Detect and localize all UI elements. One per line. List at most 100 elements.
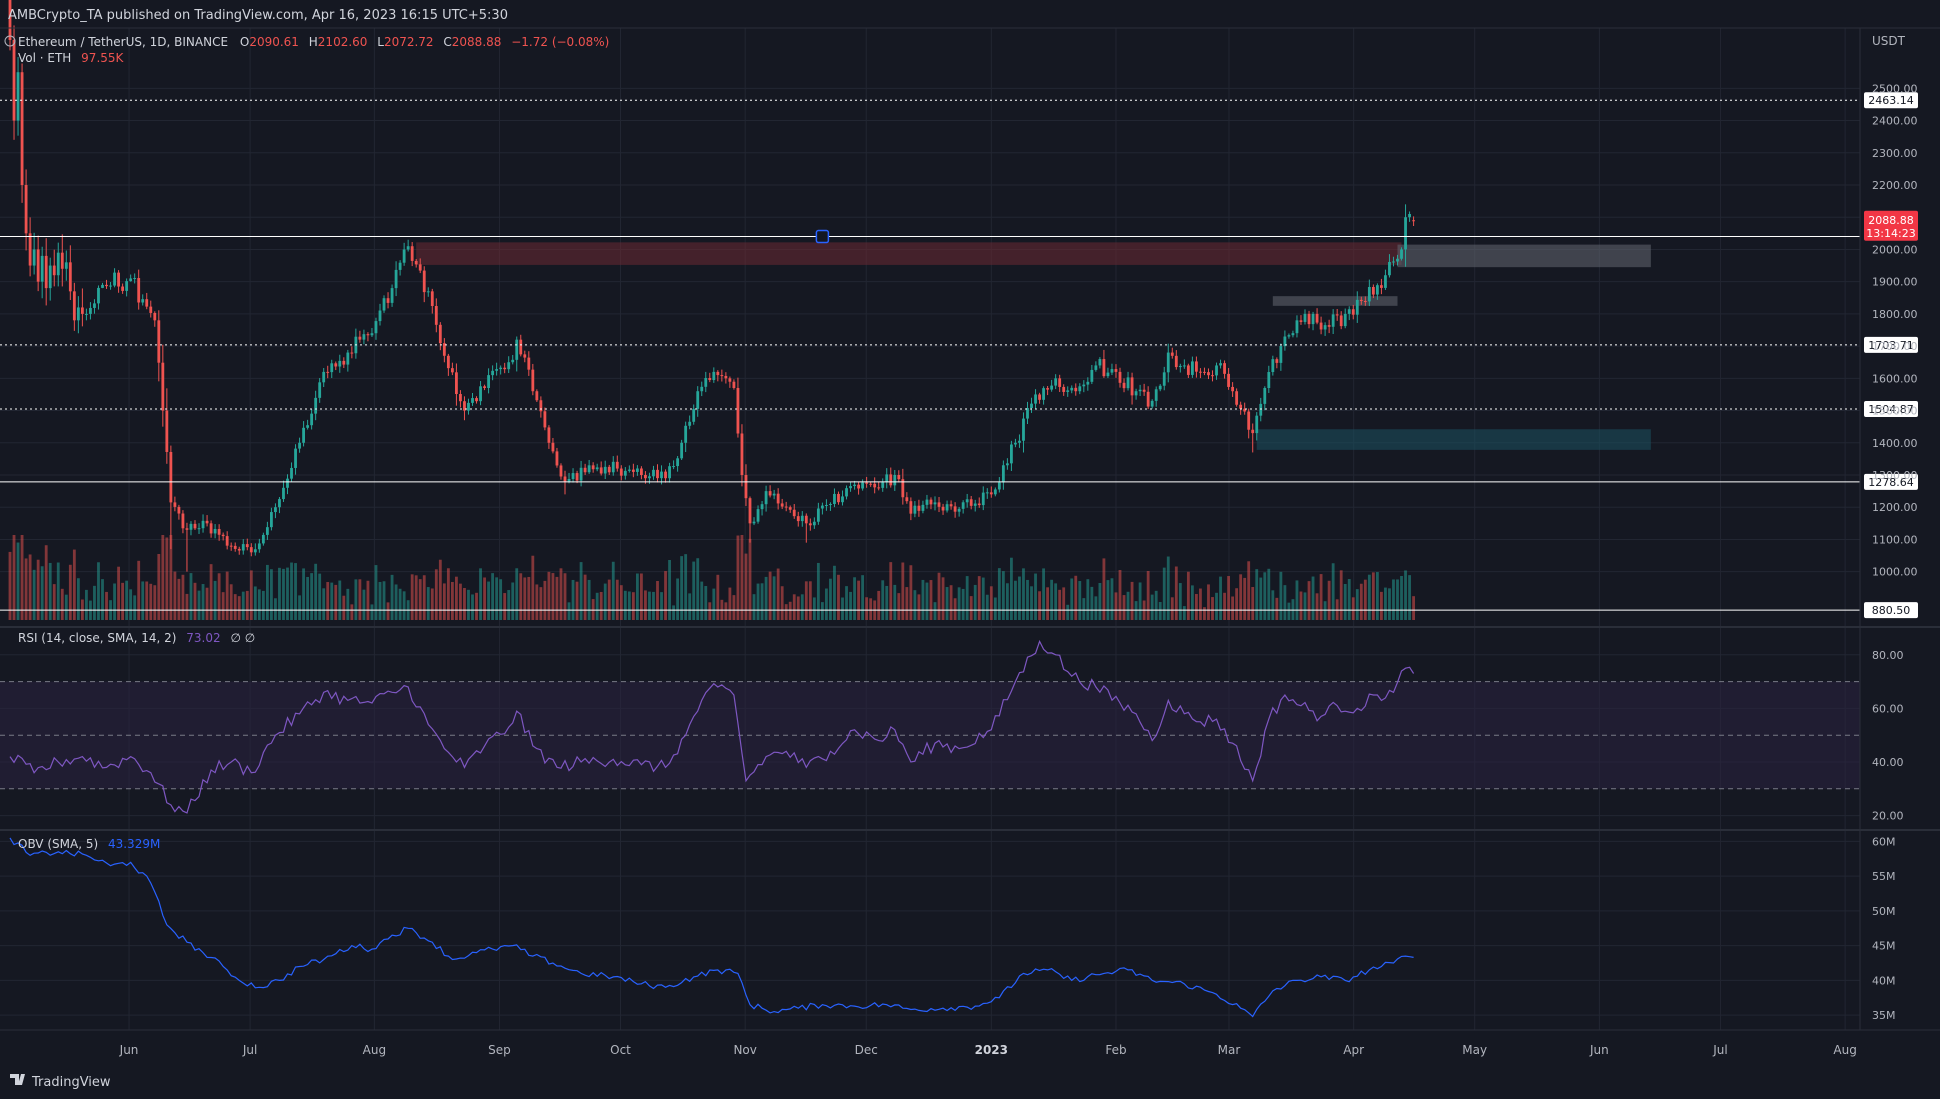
- candle-body[interactable]: [1106, 372, 1110, 377]
- candle-body[interactable]: [149, 306, 153, 313]
- candle-body[interactable]: [483, 386, 486, 388]
- candle-body[interactable]: [1058, 378, 1062, 387]
- candle-body[interactable]: [1408, 214, 1411, 218]
- candle-body[interactable]: [97, 287, 100, 304]
- candle-body[interactable]: [80, 307, 84, 314]
- candle-body[interactable]: [382, 298, 386, 311]
- candle-body[interactable]: [487, 375, 490, 388]
- supply-zone[interactable]: [416, 242, 1402, 265]
- candle-body[interactable]: [1150, 400, 1154, 407]
- candle-body[interactable]: [386, 298, 390, 303]
- candle-body[interactable]: [627, 469, 631, 471]
- candle-body[interactable]: [1082, 384, 1086, 387]
- candle-body[interactable]: [68, 262, 72, 292]
- candle-body[interactable]: [945, 504, 949, 511]
- candle-body[interactable]: [302, 427, 305, 443]
- candle-body[interactable]: [358, 336, 362, 340]
- candle-body[interactable]: [965, 499, 969, 503]
- candle-body[interactable]: [455, 372, 458, 395]
- candle-body[interactable]: [463, 401, 466, 411]
- candle-body[interactable]: [491, 370, 495, 376]
- candle-body[interactable]: [145, 299, 149, 307]
- candle-body[interactable]: [499, 367, 503, 370]
- candle-body[interactable]: [973, 503, 977, 506]
- candle-body[interactable]: [937, 502, 941, 507]
- candle-body[interactable]: [414, 260, 418, 265]
- candle-body[interactable]: [133, 278, 137, 280]
- candle-body[interactable]: [881, 482, 885, 488]
- candle-body[interactable]: [1182, 365, 1186, 367]
- candle-body[interactable]: [52, 265, 56, 276]
- candle-body[interactable]: [1118, 371, 1122, 383]
- candle-body[interactable]: [732, 381, 736, 388]
- candle-body[interactable]: [165, 410, 169, 452]
- candle-body[interactable]: [841, 496, 844, 503]
- candle-body[interactable]: [1178, 365, 1182, 368]
- candle-body[interactable]: [1388, 261, 1391, 276]
- candle-body[interactable]: [85, 313, 88, 315]
- candle-body[interactable]: [173, 502, 177, 507]
- candle-body[interactable]: [495, 369, 499, 371]
- candle-body[interactable]: [1046, 388, 1050, 390]
- candle-body[interactable]: [153, 312, 157, 321]
- candle-body[interactable]: [696, 391, 700, 409]
- candle-body[interactable]: [1070, 387, 1074, 391]
- candle-body[interactable]: [1235, 391, 1239, 405]
- candle-body[interactable]: [237, 548, 241, 551]
- candle-body[interactable]: [953, 506, 957, 512]
- candle-body[interactable]: [1267, 372, 1271, 388]
- candle-body[interactable]: [1066, 390, 1070, 392]
- candle-body[interactable]: [1207, 372, 1210, 376]
- candle-body[interactable]: [306, 425, 310, 428]
- candle-body[interactable]: [318, 382, 322, 398]
- candle-body[interactable]: [1126, 377, 1130, 389]
- candle-body[interactable]: [503, 367, 507, 370]
- candle-body[interactable]: [893, 475, 897, 486]
- candle-body[interactable]: [1343, 313, 1347, 327]
- horizontal-levels[interactable]: 2463.14 1703.71 1504.87 1278.64 880.50: [0, 92, 1918, 619]
- candle-body[interactable]: [442, 343, 446, 356]
- candle-body[interactable]: [764, 491, 768, 505]
- candle-body[interactable]: [845, 488, 848, 497]
- candle-body[interactable]: [1001, 465, 1005, 483]
- candle-body[interactable]: [941, 506, 945, 511]
- candle-body[interactable]: [1146, 391, 1150, 407]
- candle-body[interactable]: [346, 352, 350, 365]
- candle-body[interactable]: [1231, 386, 1235, 392]
- candle-body[interactable]: [825, 504, 828, 506]
- candle-body[interactable]: [660, 471, 663, 479]
- candle-body[interactable]: [109, 285, 112, 287]
- bullish-order-block[interactable]: [1272, 296, 1398, 306]
- candle-body[interactable]: [1054, 378, 1058, 386]
- candle-body[interactable]: [310, 413, 314, 426]
- candle-body[interactable]: [209, 523, 213, 534]
- candle-body[interactable]: [161, 362, 165, 411]
- candle-body[interactable]: [1110, 369, 1114, 373]
- candle-body[interactable]: [1243, 408, 1247, 412]
- obv-line[interactable]: [9, 837, 1414, 1018]
- candle-body[interactable]: [1215, 365, 1218, 376]
- candle-body[interactable]: [1154, 389, 1158, 401]
- candle-body[interactable]: [446, 355, 450, 369]
- candle-body[interactable]: [740, 433, 744, 475]
- candle-body[interactable]: [129, 278, 133, 282]
- candle-body[interactable]: [744, 475, 748, 499]
- candle-body[interactable]: [752, 521, 756, 524]
- candle-body[interactable]: [1384, 275, 1387, 288]
- candle-body[interactable]: [623, 470, 627, 476]
- candle-body[interactable]: [917, 505, 921, 511]
- candle-body[interactable]: [523, 354, 527, 358]
- candle-body[interactable]: [563, 476, 567, 482]
- candle-body[interactable]: [398, 262, 402, 270]
- obv-pane[interactable]: [9, 837, 1414, 1018]
- candle-body[interactable]: [1078, 386, 1082, 392]
- candle-body[interactable]: [756, 509, 760, 522]
- rsi-axis[interactable]: 20.00 40.00 60.00 80.00: [1872, 649, 1904, 823]
- candle-body[interactable]: [1195, 361, 1198, 372]
- candle-body[interactable]: [314, 397, 318, 414]
- candle-body[interactable]: [193, 523, 197, 529]
- demand-zone[interactable]: [1256, 429, 1651, 450]
- candle-body[interactable]: [865, 482, 869, 484]
- candle-body[interactable]: [680, 442, 684, 459]
- candle-body[interactable]: [1359, 299, 1363, 301]
